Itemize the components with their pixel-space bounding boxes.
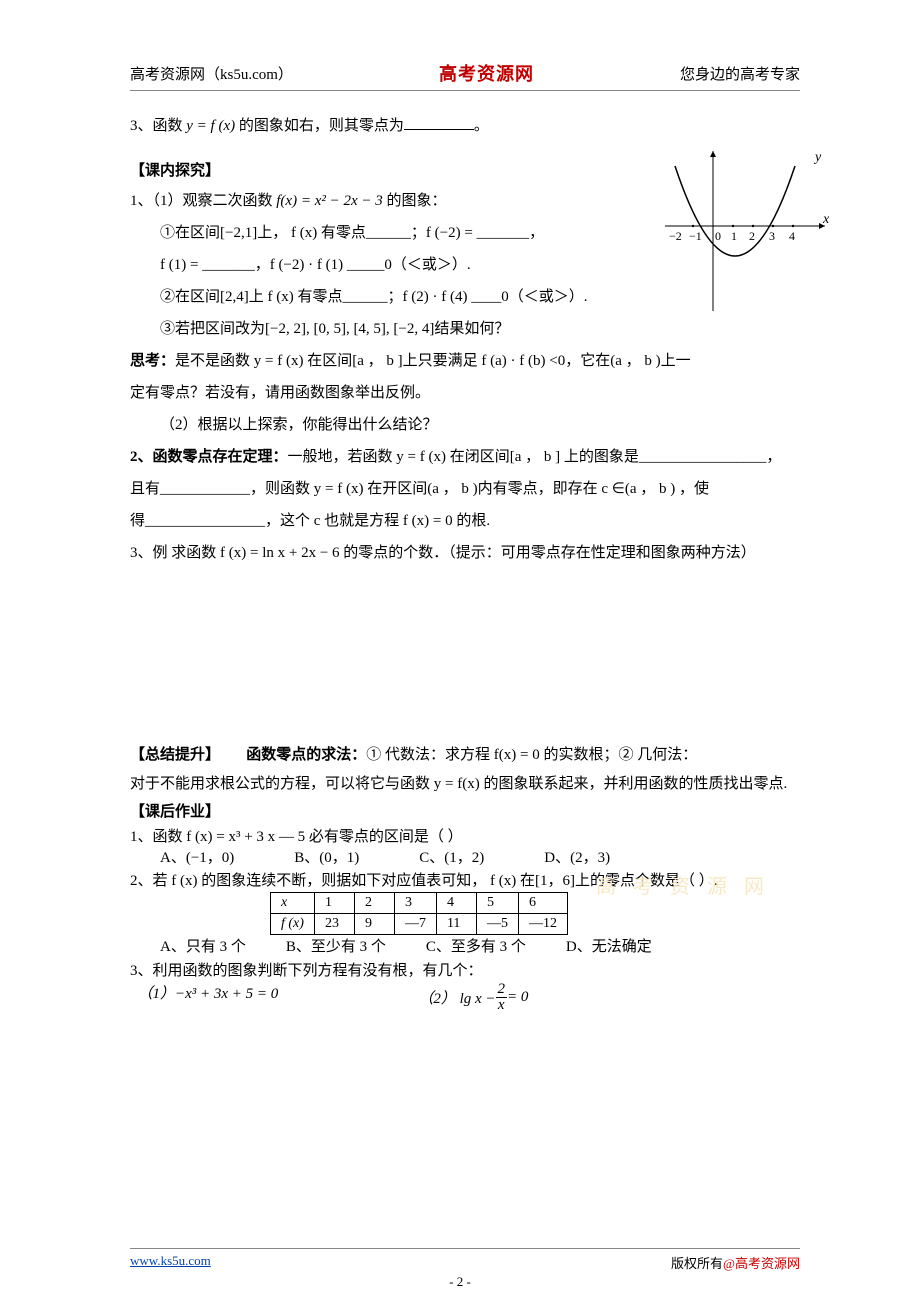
sikao-line1: 思考：是不是函数 y = f (x) 在区间[a ， b ]上只要满足 f (a… [130, 346, 800, 376]
zongjie-line2: 对于不能用求根公式的方程，可以将它与函数 y = f(x) 的图象联系起来，并利… [130, 772, 800, 796]
q3-post: 的图象如右，则其零点为 [235, 118, 404, 134]
hw2-r1c4: 4 [436, 893, 476, 914]
header-right: 您身边的高考专家 [680, 63, 800, 84]
k2-line1: 2、函数零点存在定理：一般地，若函数 y = f (x) 在闭区间[a ， b … [130, 442, 800, 472]
svg-text:−1: −1 [689, 229, 702, 243]
svg-text:−2: −2 [669, 229, 682, 243]
hw2-r2c3: —7 [394, 914, 436, 935]
hw2-r1c2: 2 [354, 893, 394, 914]
k1-p1b: 的图象： [383, 193, 447, 209]
hw1-a: A、(−1，0) [160, 848, 234, 869]
k1-p1eq: f(x) = x² − 2x − 3 [276, 193, 383, 209]
svg-text:x: x [822, 212, 830, 227]
sikao-line2: 定有零点？若没有，请用函数图象举出反例。 [130, 378, 800, 408]
hw2-r2c2: 9 [354, 914, 394, 935]
footer-left: www.ks5u.com [130, 1253, 211, 1272]
zongjie-heading: 函数零点的求法： [246, 747, 366, 763]
zongjie-line: 【总结提升】 函数零点的求法：① 代数法：求方程 f(x) = 0 的实数根；②… [130, 740, 800, 770]
k1-l3: ②在区间[2,4]上 f (x) 有零点______；f (2) · f (4)… [130, 282, 730, 312]
hw3-eq1: （1）−x³ + 3x + 5 = 0 [138, 982, 279, 1013]
hw2-r1c1: 1 [314, 893, 354, 914]
hw1-options: A、(−1，0) B、(0，1) C、(1，2) D、(2，3) [130, 848, 800, 869]
hw2-r2c1: 23 [314, 914, 354, 935]
hw3-eq2-num: 2 [496, 982, 508, 998]
hw2-d: D、无法确定 [566, 935, 652, 959]
hw2-r2c0: f (x) [271, 914, 315, 935]
k3-text: 求函数 f (x) = ln x + 2x − 6 的零点的个数．（提示：可用零… [171, 545, 756, 561]
q3-period: 。 [474, 118, 489, 134]
q3-eq: y = f (x) [186, 118, 235, 134]
hw2-r1c3: 3 [394, 893, 436, 914]
svg-text:4: 4 [789, 229, 795, 243]
hw2-table-row2: f (x) 23 9 —7 11 —5 —12 [271, 914, 568, 935]
hw2-r2c4: 11 [436, 914, 476, 935]
hw2-r2c5: —5 [476, 914, 518, 935]
hw1-c: C、(1，2) [419, 848, 484, 869]
hw1-text: 1、函数 f (x) = x³ + 3 x — 5 必有零点的区间是（ ） [130, 827, 800, 848]
sikao-label: 思考： [130, 353, 175, 369]
hw2-r1c6: 6 [518, 893, 567, 914]
hw3-equations: （1）−x³ + 3x + 5 = 0 （2） lg x − 2 x = 0 [130, 982, 800, 1013]
header-center: 高考资源网 [439, 60, 534, 86]
zongjie-a: ① 代数法：求方程 f(x) = 0 的实数根；② 几何法： [366, 747, 697, 763]
hw3-eq2-den: x [496, 998, 508, 1013]
k3-label: 3、例 [130, 545, 171, 561]
zongjie-title: 【总结提升】 [130, 747, 220, 763]
svg-text:y: y [813, 150, 822, 165]
svg-text:1: 1 [731, 229, 737, 243]
q3-blank [404, 115, 474, 130]
hw3-eq2: （2） lg x − 2 x = 0 [418, 982, 528, 1013]
k2-t1: 一般地，若函数 y = f (x) 在闭区间[a ， b ] 上的图象是____… [288, 449, 782, 465]
hw2-r1c0: x [271, 893, 315, 914]
sikao-l1text: 是不是函数 y = f (x) 在区间[a ， b ]上只要满足 f (a) ·… [175, 353, 691, 369]
hw2-r1c5: 5 [476, 893, 518, 914]
page-header: 高考资源网（ks5u.com） 高考资源网 您身边的高考专家 [130, 60, 800, 91]
hw2-table: x 1 2 3 4 5 6 f (x) 23 9 —7 11 —5 —12 [270, 892, 568, 935]
footer-right: 版权所有@高考资源网 [671, 1253, 800, 1272]
hw2-a: A、只有 3 个 [160, 935, 246, 959]
hw2-table-row1: x 1 2 3 4 5 6 [271, 893, 568, 914]
sikao-line3: （2）根据以上探索，你能得出什么结论？ [130, 410, 800, 440]
work-gap [130, 568, 800, 738]
hw2-c: C、至多有 3 个 [426, 935, 526, 959]
kehou-title: 【课后作业】 [130, 800, 800, 821]
graph-figure: y x −2 −1 0 1 2 3 4 [665, 146, 830, 321]
page-footer: www.ks5u.com 版权所有@高考资源网 [130, 1248, 800, 1272]
q3-pre: 3、函数 [130, 118, 186, 134]
k2-line3: 得________________，这个 c 也就是方程 f (x) = 0 的… [130, 506, 800, 536]
header-left: 高考资源网（ks5u.com） [130, 63, 293, 84]
svg-text:0: 0 [715, 229, 721, 243]
hw2-text: 2、若 f (x) 的图象连续不断，则据如下对应值表可知， f (x) 在[1，… [130, 871, 800, 892]
page-number: - 2 - [0, 1274, 920, 1290]
k2-label: 2、函数零点存在定理： [130, 449, 288, 465]
k1-p1a: 1、（1）观察二次函数 [130, 193, 276, 209]
hw1-d: D、(2，3) [544, 848, 610, 869]
hw2-r2c6: —12 [518, 914, 567, 935]
hw3-eq2-frac: 2 x [496, 982, 508, 1013]
hw1-b: B、(0，1) [294, 848, 359, 869]
hw3-text: 3、利用函数的图象判断下列方程有没有根，有几个： [130, 961, 800, 982]
hw2-b: B、至少有 3 个 [286, 935, 386, 959]
k3-line: 3、例 求函数 f (x) = ln x + 2x − 6 的零点的个数．（提示… [130, 538, 800, 568]
hw2-options: A、只有 3 个 B、至少有 3 个 C、至多有 3 个 D、无法确定 [130, 935, 800, 959]
hw3-eq2-pre: （2） lg x − [418, 987, 495, 1008]
content-body: 3、函数 y = f (x) 的图象如右，则其零点为。 【课内探究】 y x −… [130, 111, 800, 1013]
hw3-eq2-post: = 0 [507, 989, 528, 1006]
q3-line: 3、函数 y = f (x) 的图象如右，则其零点为 。 [130, 111, 800, 141]
svg-text:3: 3 [769, 229, 775, 243]
k2-line2: 且有____________，则函数 y = f (x) 在开区间(a ， b … [130, 474, 800, 504]
svg-text:2: 2 [749, 229, 755, 243]
